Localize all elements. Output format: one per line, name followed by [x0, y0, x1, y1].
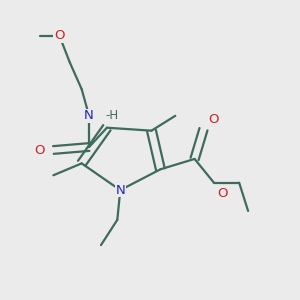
Text: -H: -H: [105, 109, 119, 122]
Text: O: O: [217, 187, 227, 200]
Text: N: N: [84, 109, 94, 122]
Text: N: N: [116, 184, 125, 196]
Text: O: O: [34, 143, 44, 157]
Text: O: O: [208, 113, 218, 126]
Text: O: O: [54, 29, 64, 42]
